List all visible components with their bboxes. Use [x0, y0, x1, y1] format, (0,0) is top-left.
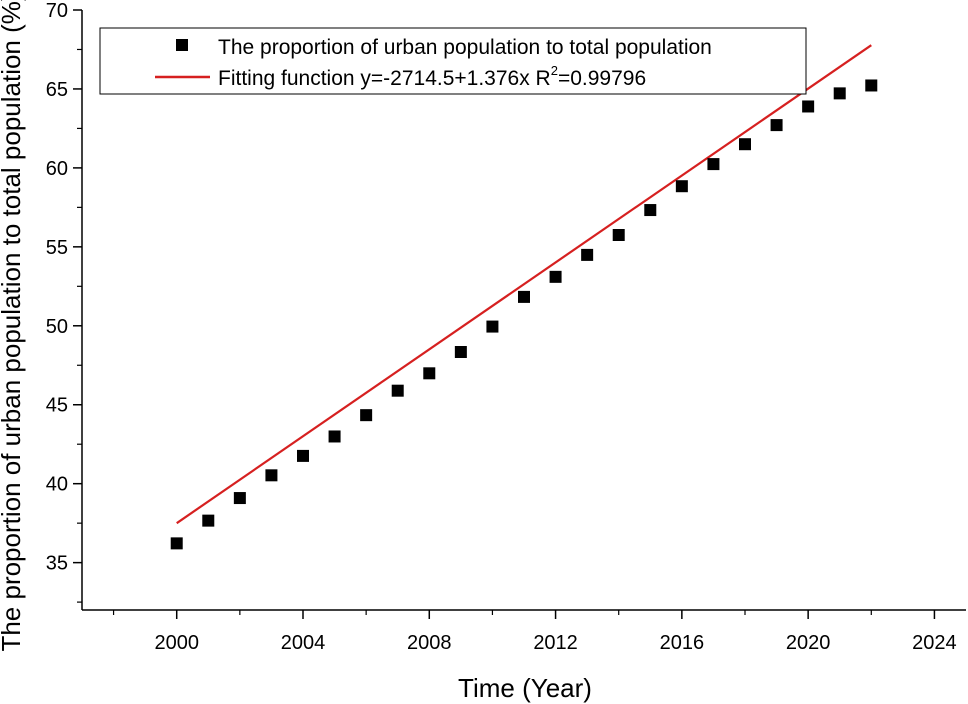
- legend-fit-label-main: Fitting function y=-2714.5+1.376x R: [218, 67, 551, 90]
- legend-fit-label-end: =0.99796: [558, 67, 646, 90]
- data-point: [233, 492, 246, 505]
- x-tick-label: 2000: [154, 632, 199, 654]
- y-tick-label: 45: [46, 395, 68, 417]
- axes: [81, 10, 966, 611]
- x-axis-title: Time (Year): [458, 673, 592, 703]
- data-points: [170, 79, 878, 550]
- x-tick-label: 2020: [786, 632, 831, 654]
- ticks: 2000 2004 2008 2012 2016 2020 2024 35 40 45 50 55 60…: [46, 0, 957, 654]
- y-axis-title: The proportion of urban population to to…: [0, 0, 26, 652]
- data-point: [644, 204, 657, 217]
- data-point: [675, 180, 688, 193]
- x-tick-label: 2024: [912, 632, 957, 654]
- legend-fit-label-sup: 2: [551, 63, 558, 78]
- y-tick-label: 55: [46, 237, 68, 259]
- data-point: [170, 537, 183, 550]
- data-point: [518, 290, 530, 303]
- data-point: [612, 229, 625, 241]
- legend-scatter-marker: [176, 39, 188, 51]
- data-point: [865, 79, 878, 92]
- data-point: [202, 514, 215, 527]
- y-tick-label: 60: [46, 158, 68, 180]
- data-point: [423, 367, 436, 380]
- data-point: [549, 270, 562, 283]
- data-point: [581, 248, 594, 261]
- data-point: [802, 100, 815, 113]
- data-point: [391, 384, 404, 397]
- x-tick-label: 2016: [660, 632, 705, 654]
- data-point: [454, 346, 467, 358]
- x-tick-label: 2012: [533, 632, 578, 654]
- y-tick-label: 70: [46, 0, 68, 22]
- fit-line-group: [176, 44, 872, 525]
- data-point: [739, 138, 751, 151]
- legend-scatter-label: The proportion of urban population to to…: [218, 36, 712, 59]
- fit-line: [176, 44, 872, 525]
- data-point: [360, 409, 373, 422]
- data-point: [328, 430, 341, 443]
- x-tick-label: 2008: [407, 632, 452, 654]
- data-point: [770, 119, 783, 132]
- data-point: [297, 449, 309, 462]
- legend-box: [99, 27, 807, 95]
- y-tick-label: 40: [46, 474, 68, 496]
- y-tick-label: 65: [46, 79, 68, 101]
- x-tick-label: 2004: [281, 632, 326, 654]
- data-point: [833, 87, 846, 100]
- y-tick-label: 35: [46, 553, 68, 575]
- data-point: [486, 320, 499, 333]
- y-tick-label: 50: [46, 316, 68, 338]
- legend-fit-label: Fitting function y=-2714.5+1.376x R2=0.9…: [218, 63, 646, 90]
- legend: The proportion of urban population to to…: [99, 27, 807, 95]
- data-point: [707, 158, 720, 171]
- data-point: [265, 469, 278, 482]
